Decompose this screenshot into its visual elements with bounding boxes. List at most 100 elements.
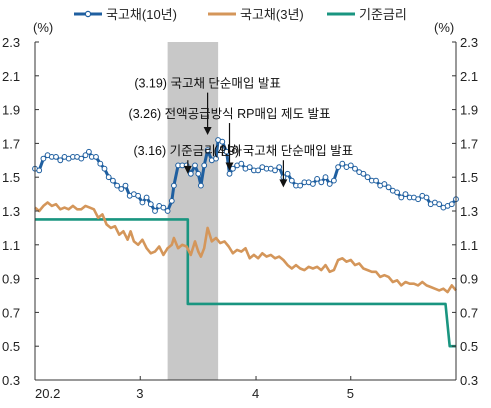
y-tick-label-right: 2.3: [460, 35, 478, 50]
series-point: [160, 204, 167, 211]
annotation-layer: (3.16) 기준금리 인하 (3.19) 국고채 단순매입 발표 (3.26) 전…: [129, 77, 354, 188]
series-point: [297, 182, 304, 189]
series-point: [331, 177, 337, 184]
series-point: [78, 155, 85, 162]
y-tick-label-left: 1.7: [2, 136, 20, 151]
series-point: [381, 181, 388, 187]
series-point: [53, 154, 59, 160]
series-point: [272, 167, 278, 174]
series-point: [118, 186, 125, 192]
annotation-label-2: (3.26) 전액공급방식 RP매입 제도 발표: [129, 107, 331, 121]
series-point: [436, 201, 443, 208]
series-point: [40, 155, 47, 162]
y-tick-label-right: 0.9: [460, 272, 478, 287]
series-point: [152, 208, 158, 214]
series-point: [195, 170, 202, 177]
shaded-band-layer: [167, 42, 219, 380]
y-unit-left: (%): [33, 20, 53, 35]
x-tick-label: 4: [252, 386, 259, 401]
series-point: [101, 165, 108, 172]
series-point: [36, 167, 43, 174]
series-layer: [32, 137, 459, 348]
y-tick-label-right: 2.1: [460, 69, 478, 84]
series-point: [219, 138, 226, 145]
annotation-label-3: (4.9) 국고채 단순매입 발표: [214, 144, 354, 158]
series-point: [147, 201, 154, 208]
series-point: [143, 194, 150, 201]
y-tick-label-right: 0.5: [460, 339, 478, 354]
series-point: [198, 182, 204, 189]
series-point: [246, 164, 253, 171]
annotation-arrow-head: [279, 179, 288, 188]
series-point: [82, 152, 89, 159]
series-point: [135, 192, 142, 199]
series-point: [226, 170, 233, 177]
frame-layer: [34, 42, 457, 381]
series-point: [310, 181, 316, 187]
series-point: [110, 177, 116, 184]
series-point: [347, 162, 354, 169]
series-point: [201, 162, 208, 169]
series-point: [402, 191, 409, 198]
annotation-label-1: (3.19) 국고채 단순매입 발표: [134, 77, 281, 91]
series-point: [322, 174, 329, 181]
series-point: [187, 170, 194, 177]
y-tick-label-right: 1.7: [460, 136, 478, 151]
series-point: [139, 199, 146, 206]
y-tick-label-left: 2.3: [2, 35, 20, 50]
y-tick-label-right: 0.7: [460, 305, 478, 320]
y-tick-label-right: 1.3: [460, 204, 478, 219]
series-point: [276, 164, 283, 171]
series-point: [352, 165, 358, 172]
y-unit-right: (%): [434, 20, 454, 35]
shaded-period: [167, 42, 219, 380]
legend: 국고채(10년) 국고채(3년) 기준금리: [74, 7, 407, 22]
series-point: [360, 170, 367, 177]
y-tick-label-left: 1.3: [2, 204, 20, 219]
legend-marker: [84, 10, 92, 18]
annotation-label-0: (3.16) 기준금리 인하: [134, 144, 243, 158]
series-point: [385, 184, 392, 191]
y-tick-label-right: 1.5: [460, 170, 478, 185]
series-point: [423, 194, 430, 201]
legend-label-1: 국고채(3년): [240, 7, 304, 22]
series-point: [288, 177, 295, 184]
ticks-layer: 2.3 2.3 2.1 2.1 1.9 1.9 1.7 1.7 1.5 1.5 1.3 1.3 1.1 1…: [2, 35, 478, 401]
y-tick-label-right: 0.3: [460, 373, 478, 388]
series-point: [204, 147, 211, 154]
y-tick-label-left: 1.9: [2, 103, 20, 118]
annotation-arrow-head: [183, 165, 192, 174]
series-point: [97, 160, 104, 167]
y-tick-label-right: 1.1: [460, 238, 478, 253]
y-tick-label-left: 2.1: [2, 69, 20, 84]
series-point: [415, 196, 422, 203]
series-point: [171, 182, 177, 189]
series-point: [339, 160, 346, 167]
series-line-2: [35, 218, 456, 348]
y-tick-label-left: 1.5: [2, 170, 20, 185]
series-point: [164, 208, 171, 214]
series-point: [93, 154, 99, 160]
series-point: [230, 165, 236, 172]
y-tick-label-left: 0.3: [2, 373, 20, 388]
series-point: [284, 170, 291, 177]
legend-label-0: 국고채(10년): [106, 7, 177, 22]
x-tick-label: 5: [347, 386, 354, 401]
series-point: [122, 182, 129, 189]
series-point: [398, 194, 405, 201]
series-point: [57, 157, 64, 164]
series-point: [314, 176, 321, 182]
series-point: [105, 174, 112, 181]
series-point: [192, 162, 198, 169]
series-line-1: [34, 201, 457, 294]
y-tick-label-left: 0.7: [2, 305, 20, 320]
x-tick-label: 20.2: [35, 386, 60, 401]
series-point: [326, 181, 333, 187]
series-point: [114, 182, 120, 189]
series-point: [318, 179, 325, 186]
y-tick-label-left: 0.5: [2, 339, 20, 354]
series-point: [238, 160, 245, 167]
series-point: [373, 177, 379, 184]
series-point: [168, 198, 175, 204]
